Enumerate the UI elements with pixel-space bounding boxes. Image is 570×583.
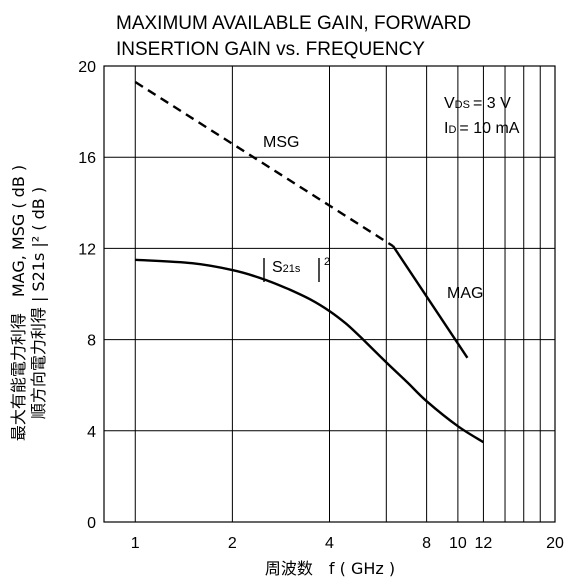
x-tick-label: 1 — [131, 535, 140, 552]
chart-title-line-1: MAXIMUM AVAILABLE GAIN, FORWARD — [116, 13, 471, 34]
y-tick-label: 8 — [87, 333, 96, 350]
y-tick-label: 16 — [78, 150, 96, 167]
x-tick-labels: 1 2 4 8 10 12 20 — [131, 535, 564, 552]
series-line-2 — [135, 258, 485, 444]
mag-label: MAG — [447, 285, 483, 302]
x-tick-label: 2 — [228, 535, 237, 552]
svg-text:2: 2 — [324, 256, 330, 268]
y-tick-label: 0 — [87, 515, 96, 532]
condition-vds: VDS = 3 V — [444, 95, 511, 112]
x-axis-label: 周波数 f ( GHz ) — [265, 559, 395, 578]
x-tick-label: 8 — [422, 535, 431, 552]
y-tick-label: 12 — [78, 241, 96, 258]
y-axis-label-line-2: 順方向電力利得 | S21s |² ( dB ) — [29, 187, 48, 419]
chart-title: MAXIMUM AVAILABLE GAIN, FORWARD INSERTIO… — [116, 13, 471, 60]
y-tick-labels: 0 4 8 12 16 20 — [78, 59, 96, 532]
condition-id: ID = 10 mA — [444, 120, 520, 137]
series-group — [134, 80, 485, 444]
series-line-1 — [392, 245, 469, 359]
y-tick-label: 20 — [78, 59, 96, 76]
x-tick-label: 20 — [546, 535, 564, 552]
x-tick-label: 4 — [325, 535, 334, 552]
conditions-box: VDS = 3 V ID = 10 mA — [444, 95, 520, 137]
y-tick-label: 4 — [87, 424, 96, 441]
chart-title-line-2: INSERTION GAIN vs. FREQUENCY — [116, 39, 425, 60]
msg-label: MSG — [263, 134, 299, 151]
s21-label: S21s 2 — [263, 256, 330, 282]
x-tick-label: 10 — [449, 535, 467, 552]
series-line-0 — [134, 80, 394, 248]
x-tick-label: 12 — [475, 535, 493, 552]
svg-text:S21s: S21s — [272, 259, 301, 276]
y-axis-label-line-1: 最大有能電力利得 MAG, MSG ( dB ) — [9, 165, 28, 441]
y-axis-label: 最大有能電力利得 MAG, MSG ( dB ) 順方向電力利得 | S21s … — [9, 165, 48, 441]
plot-frame — [103, 65, 556, 523]
